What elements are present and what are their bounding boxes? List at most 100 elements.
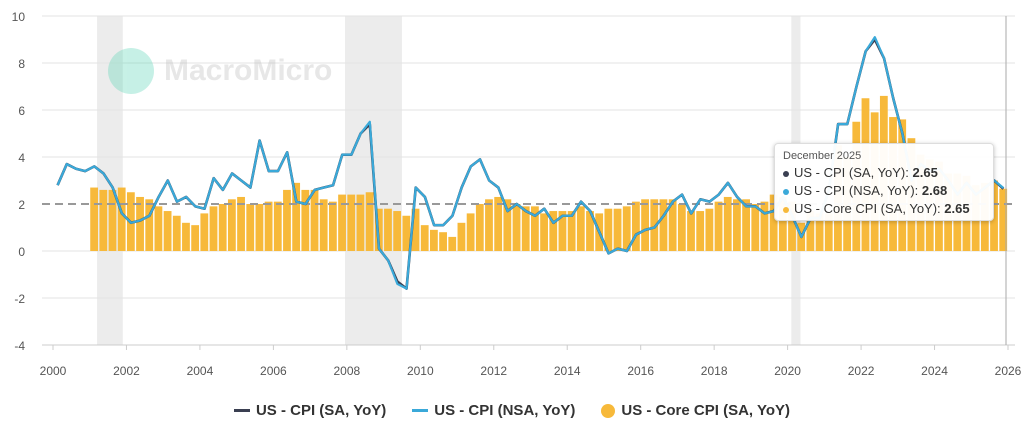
core-cpi-bar [328, 201, 337, 251]
core-cpi-bar [246, 204, 255, 251]
y-tick-label: 4 [18, 151, 25, 165]
legend: US - CPI (SA, YoY) US - CPI (NSA, YoY) U… [0, 402, 1024, 419]
core-cpi-bar [356, 194, 365, 251]
core-cpi-bar [200, 213, 209, 251]
core-cpi-bar [365, 192, 374, 251]
core-cpi-bar [209, 206, 218, 251]
core-cpi-bar [411, 208, 420, 251]
core-cpi-bar [145, 199, 154, 251]
core-cpi-bar [237, 196, 245, 251]
core-cpi-bar [99, 189, 108, 251]
core-cpi-bar [990, 180, 998, 251]
x-tick-label: 2004 [187, 364, 214, 378]
core-cpi-bar [108, 189, 117, 251]
core-cpi-bar [136, 196, 144, 251]
legend-item-cpi-sa[interactable]: US - CPI (SA, YoY) [233, 402, 386, 419]
core-cpi-bar [494, 196, 503, 251]
core-cpi-bar [806, 211, 815, 251]
legend-item-cpi-nsa[interactable]: US - CPI (NSA, YoY) [412, 402, 575, 419]
core-cpi-bar [439, 232, 447, 251]
core-cpi-bar [402, 215, 411, 251]
core-cpi-bar [576, 206, 585, 251]
core-cpi-bar [668, 199, 677, 251]
x-tick-label: 2000 [40, 364, 67, 378]
core-cpi-bar [687, 211, 695, 251]
core-cpi-bar [760, 201, 769, 251]
core-cpi-bar [90, 187, 99, 251]
core-cpi-bar [650, 199, 659, 251]
core-cpi-bar [751, 204, 760, 251]
core-cpi-bar [604, 208, 613, 251]
core-cpi-bar [420, 225, 429, 251]
core-cpi-bar [659, 199, 668, 251]
tooltip: December 2025 US - CPI (SA, YoY): 2.65 U… [774, 143, 994, 221]
core-cpi-bar [218, 204, 227, 251]
core-cpi-bar [512, 204, 521, 251]
core-cpi-bar [503, 199, 512, 251]
tooltip-row: US - CPI (SA, YoY): 2.65 [783, 164, 985, 182]
core-cpi-bar [347, 194, 356, 251]
core-cpi-bar [641, 199, 649, 251]
legend-item-core-cpi[interactable]: US - Core CPI (SA, YoY) [601, 402, 790, 419]
core-cpi-bar [540, 213, 548, 251]
recession-band [97, 16, 123, 345]
x-tick-label: 2008 [333, 364, 360, 378]
core-cpi-bar [677, 204, 686, 251]
core-cpi-bar [999, 188, 1008, 251]
x-tick-label: 2002 [113, 364, 140, 378]
core-cpi-bar [191, 225, 200, 251]
core-cpi-bar [264, 201, 273, 251]
core-cpi-bar [227, 199, 236, 251]
core-cpi-bar [466, 213, 475, 251]
core-cpi-bar [429, 229, 438, 251]
core-cpi-bar [457, 222, 466, 251]
x-tick-label: 2014 [554, 364, 581, 378]
core-cpi-bar [742, 199, 751, 251]
x-tick-label: 2026 [995, 364, 1022, 378]
y-tick-label: 8 [18, 57, 25, 71]
x-tick-label: 2022 [848, 364, 875, 378]
core-cpi-bar [182, 222, 190, 251]
core-cpi-bar [475, 204, 484, 251]
core-cpi-bar [319, 199, 328, 251]
core-cpi-bar [723, 196, 732, 251]
core-cpi-bar [154, 206, 163, 251]
core-cpi-bar [788, 201, 796, 251]
core-cpi-bar [558, 211, 567, 251]
core-cpi-bar [567, 211, 576, 251]
core-cpi-bar [632, 201, 640, 251]
y-tick-label: 2 [18, 198, 25, 212]
core-cpi-bar [733, 199, 741, 251]
core-cpi-bar [613, 208, 622, 251]
core-cpi-bar [310, 189, 319, 251]
y-tick-label: 0 [18, 245, 25, 259]
tooltip-row: US - Core CPI (SA, YoY): 2.65 [783, 200, 985, 218]
core-cpi-bar [393, 211, 402, 251]
core-cpi-bar [292, 182, 301, 251]
y-tick-label: 10 [12, 10, 26, 24]
tooltip-date: December 2025 [783, 150, 862, 162]
core-cpi-bar [117, 187, 126, 251]
x-tick-label: 2018 [701, 364, 728, 378]
core-cpi-bar [815, 213, 824, 251]
core-cpi-bar [521, 206, 530, 251]
core-cpi-bar [485, 199, 493, 251]
y-tick-label: -4 [14, 339, 25, 353]
x-tick-label: 2006 [260, 364, 287, 378]
x-tick-label: 2024 [921, 364, 948, 378]
core-cpi-bar [273, 201, 282, 251]
core-cpi-bar [531, 206, 539, 251]
core-cpi-bar [696, 211, 705, 251]
y-tick-label: -2 [14, 292, 25, 306]
x-tick-label: 2020 [774, 364, 801, 378]
tooltip-row: US - CPI (NSA, YoY): 2.68 [783, 182, 985, 200]
core-cpi-bar [448, 236, 457, 251]
core-cpi-bar [163, 211, 172, 251]
x-tick-label: 2012 [480, 364, 507, 378]
core-cpi-bar [586, 211, 594, 251]
watermark-logo: MacroMicro [108, 48, 332, 94]
core-cpi-bar [338, 194, 346, 251]
core-cpi-bar [714, 201, 723, 251]
y-tick-label: 6 [18, 104, 25, 118]
